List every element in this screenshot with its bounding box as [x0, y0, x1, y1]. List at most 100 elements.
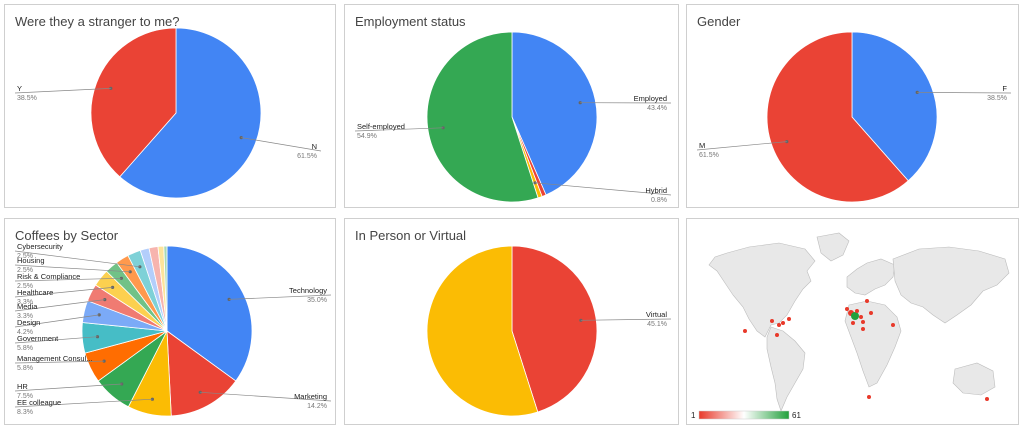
leader-line	[696, 141, 787, 151]
map-marker	[775, 333, 779, 337]
leader-line	[229, 294, 332, 300]
pie-slices	[766, 31, 938, 203]
chart-title: Coffees by Sector	[15, 228, 119, 243]
slice-percent: 5.8%	[17, 345, 33, 352]
slice-label: Y	[17, 84, 22, 93]
map-markers	[743, 299, 989, 401]
leader-line	[14, 299, 105, 312]
pie-slice	[163, 245, 168, 332]
map-marker	[865, 299, 869, 303]
map-marker	[861, 320, 865, 324]
slice-label: Marketing	[294, 392, 327, 401]
pie-slice	[511, 31, 598, 196]
chart-title: Were they a stranger to me?	[15, 14, 180, 29]
leader-dot	[120, 382, 124, 386]
slice-percent: 38.5%	[17, 95, 37, 102]
slice-percent: 61.5%	[699, 152, 719, 159]
slice-label: M	[699, 141, 705, 150]
slice-percent: 3.3%	[17, 299, 33, 306]
map-marker	[891, 323, 895, 327]
slice-label: Healthcare	[17, 288, 53, 297]
leader-line	[14, 88, 111, 94]
leader-dot	[441, 126, 445, 130]
chart-title: Employment status	[355, 14, 466, 29]
leader-dot	[138, 265, 142, 269]
leader-dot	[785, 140, 789, 144]
slice-percent: 5.8%	[17, 365, 33, 372]
map-marker	[743, 329, 747, 333]
pie-chart-sector: Technology 35.0% Marketing 14.2% EE colleagu…	[14, 242, 332, 417]
leader-line	[14, 250, 140, 268]
map-marker	[851, 321, 855, 325]
slice-label: Media	[17, 302, 38, 311]
slice-percent: 2.5%	[17, 267, 33, 274]
leader-line	[354, 127, 444, 132]
leader-line	[241, 137, 322, 152]
map-marker	[859, 315, 863, 319]
slice-percent: 43.4%	[647, 105, 667, 112]
map-marker	[855, 309, 859, 313]
map-land	[708, 232, 1010, 412]
leader-dot	[578, 101, 582, 105]
leader-line	[200, 391, 332, 402]
asia-shape	[892, 246, 1010, 324]
chart-title: In Person or Virtual	[355, 228, 467, 243]
leader-dot	[111, 285, 115, 289]
pie-slice	[426, 245, 539, 417]
pie-slice	[90, 27, 177, 178]
chart-title: Gender	[697, 14, 741, 29]
pie-slice	[426, 31, 539, 203]
slice-percent: 3.3%	[17, 313, 33, 320]
slice-label: Management Consul...	[17, 354, 92, 363]
slice-label: Technology	[289, 286, 327, 295]
pie-slice	[166, 330, 237, 417]
leader-line	[534, 182, 672, 196]
slice-percent: 8.3%	[17, 409, 33, 416]
leader-dot	[150, 397, 154, 401]
map-marker	[787, 317, 791, 321]
slice-percent: 4.2%	[17, 329, 33, 336]
leader-dot	[198, 390, 202, 394]
slice-percent: 0.8%	[651, 197, 667, 204]
pie-slices	[90, 27, 262, 199]
chart-panel-geo-map: 1 61	[686, 218, 1019, 425]
slice-percent: 54.9%	[357, 133, 377, 140]
color-scale-bar	[698, 410, 790, 420]
slice-percent: 61.5%	[297, 153, 317, 160]
chart-panel-sector: Coffees by Sector Technology 35.0% Marketi…	[4, 218, 336, 425]
slice-label: Design	[17, 318, 40, 327]
leader-dot	[239, 136, 243, 140]
leader-line	[14, 398, 153, 408]
leader-dot	[97, 313, 101, 317]
leader-line	[14, 264, 131, 273]
slice-percent: 2.5%	[17, 283, 33, 290]
map-marker	[777, 323, 781, 327]
pie-labels: F 38.5% M 61.5%	[696, 84, 1012, 159]
slice-percent: 14.2%	[307, 403, 327, 410]
scale-max-label: 61	[792, 411, 801, 420]
map-marker	[869, 311, 873, 315]
pie-slice	[166, 245, 253, 382]
scale-min-label: 1	[691, 411, 696, 420]
pie-slices	[426, 31, 598, 203]
map-marker-top	[851, 312, 859, 320]
map-marker	[867, 395, 871, 399]
chart-panel-gender: Gender F 38.5% M 61.5%	[686, 4, 1019, 208]
africa-shape	[844, 300, 902, 388]
slice-percent: 35.0%	[307, 297, 327, 304]
slice-percent: 2.5%	[17, 253, 33, 260]
pie-chart-stranger: N 61.5% Y 38.5%	[14, 27, 322, 199]
map-marker	[770, 319, 774, 323]
slice-label: Employed	[634, 94, 667, 103]
slice-label: F	[1002, 84, 1007, 93]
map-marker	[781, 321, 785, 325]
leader-line	[580, 318, 672, 321]
slice-label: Hybrid	[645, 186, 667, 195]
map-marker	[985, 397, 989, 401]
slice-percent: 45.1%	[647, 321, 667, 328]
leader-dot	[119, 276, 123, 280]
leader-dot	[128, 270, 132, 274]
pie-labels: Virtual 45.1%	[579, 310, 672, 328]
chart-panel-virtual: In Person or Virtual Virtual 45.1%	[344, 218, 679, 425]
leader-line	[14, 360, 105, 364]
